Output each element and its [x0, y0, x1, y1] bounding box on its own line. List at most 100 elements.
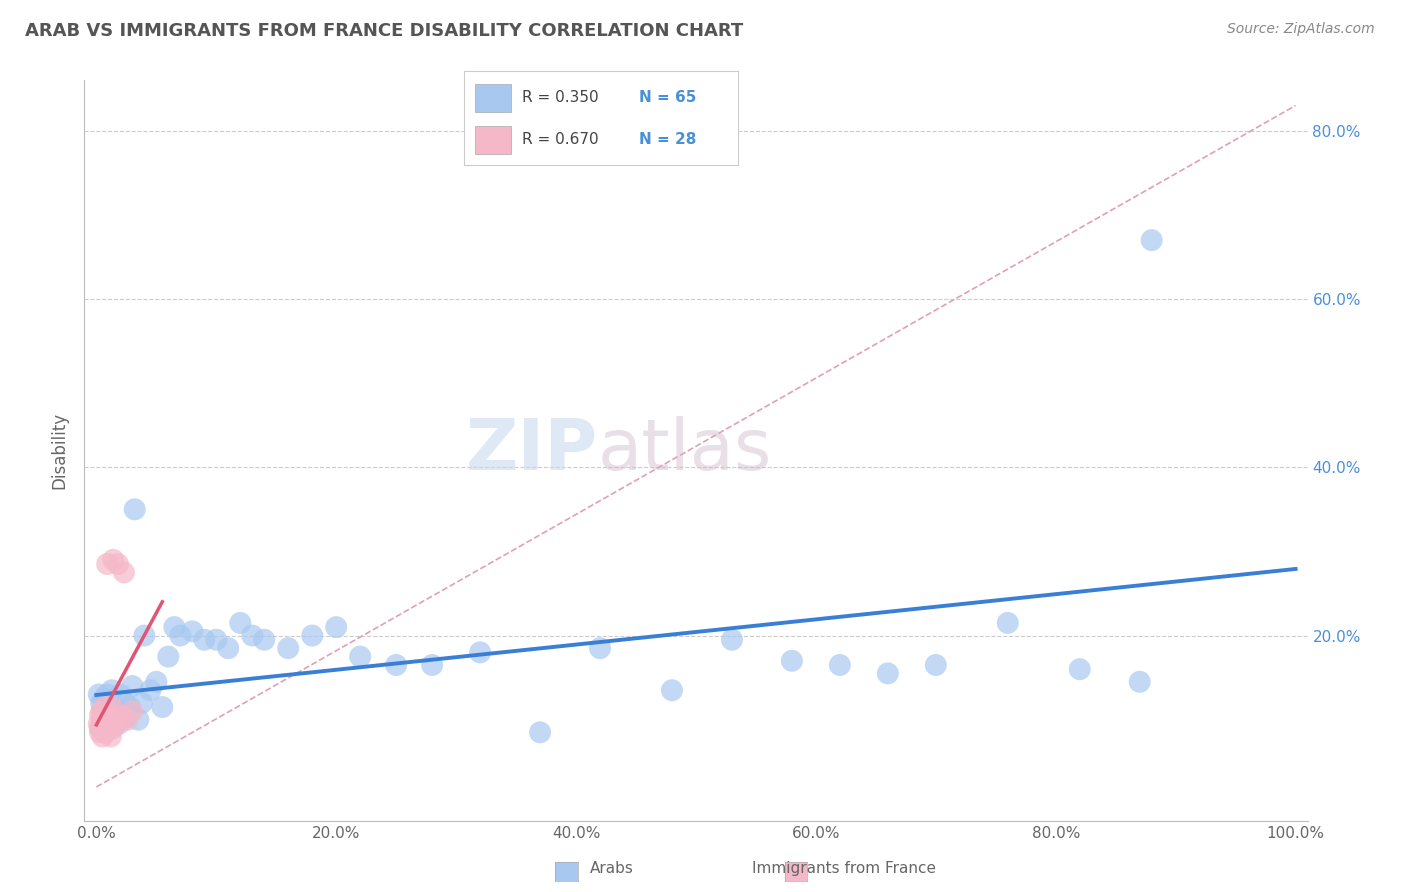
- Point: [1069, 662, 1091, 676]
- Point: [1140, 233, 1163, 247]
- Point: [107, 557, 129, 571]
- Point: [169, 628, 191, 642]
- Point: [193, 632, 215, 647]
- Point: [150, 700, 173, 714]
- Point: [529, 725, 551, 739]
- Point: [105, 717, 128, 731]
- Point: [117, 708, 139, 723]
- Point: [385, 658, 408, 673]
- Point: [105, 713, 128, 727]
- Point: [780, 654, 803, 668]
- Point: [94, 721, 117, 735]
- Point: [103, 717, 125, 731]
- Text: N = 28: N = 28: [640, 132, 697, 147]
- Point: [87, 688, 110, 702]
- Point: [93, 691, 115, 706]
- Point: [90, 696, 112, 710]
- Point: [91, 717, 114, 731]
- Point: [349, 649, 371, 664]
- Point: [100, 713, 122, 727]
- Point: [89, 725, 111, 739]
- Point: [325, 620, 347, 634]
- Point: [93, 700, 117, 714]
- Point: [112, 566, 135, 580]
- Point: [127, 713, 149, 727]
- Point: [828, 658, 851, 673]
- Point: [253, 632, 276, 647]
- Bar: [475, 126, 510, 153]
- Point: [104, 700, 127, 714]
- Y-axis label: Disability: Disability: [51, 412, 69, 489]
- Point: [661, 683, 683, 698]
- Point: [90, 704, 112, 718]
- Point: [91, 704, 114, 718]
- Text: N = 65: N = 65: [640, 90, 697, 105]
- Text: atlas: atlas: [598, 416, 772, 485]
- Point: [87, 717, 110, 731]
- Point: [110, 688, 132, 702]
- Point: [93, 725, 117, 739]
- Point: [89, 708, 111, 723]
- Text: Source: ZipAtlas.com: Source: ZipAtlas.com: [1227, 22, 1375, 37]
- Point: [89, 721, 111, 735]
- Point: [157, 649, 180, 664]
- Point: [114, 696, 136, 710]
- Point: [96, 557, 118, 571]
- Point: [229, 615, 252, 630]
- Point: [131, 696, 153, 710]
- Point: [205, 632, 228, 647]
- Point: [145, 674, 167, 689]
- Point: [101, 721, 124, 735]
- Point: [91, 730, 114, 744]
- Point: [111, 713, 134, 727]
- Point: [110, 708, 132, 723]
- Point: [90, 721, 112, 735]
- Point: [94, 725, 117, 739]
- Point: [107, 704, 129, 718]
- Point: [163, 620, 186, 634]
- Text: Arabs: Arabs: [589, 861, 634, 876]
- Point: [103, 708, 125, 723]
- Point: [217, 641, 239, 656]
- Point: [181, 624, 204, 639]
- Point: [96, 688, 118, 702]
- Text: ZIP: ZIP: [465, 416, 598, 485]
- Point: [589, 641, 612, 656]
- Point: [100, 730, 122, 744]
- Point: [93, 708, 115, 723]
- Point: [420, 658, 443, 673]
- Point: [876, 666, 898, 681]
- Point: [121, 704, 143, 718]
- Point: [118, 700, 141, 714]
- Text: Immigrants from France: Immigrants from France: [752, 861, 935, 876]
- Point: [277, 641, 299, 656]
- Point: [134, 628, 156, 642]
- Point: [97, 708, 120, 723]
- Point: [93, 725, 117, 739]
- Point: [97, 717, 120, 731]
- Point: [101, 700, 124, 714]
- Point: [301, 628, 323, 642]
- Point: [117, 713, 139, 727]
- Point: [91, 713, 114, 727]
- Text: ARAB VS IMMIGRANTS FROM FRANCE DISABILITY CORRELATION CHART: ARAB VS IMMIGRANTS FROM FRANCE DISABILIT…: [25, 22, 744, 40]
- Point: [98, 696, 121, 710]
- Point: [997, 615, 1019, 630]
- Point: [94, 713, 117, 727]
- Point: [101, 683, 124, 698]
- Point: [240, 628, 263, 642]
- Point: [925, 658, 948, 673]
- Point: [139, 683, 162, 698]
- Point: [93, 721, 115, 735]
- Point: [121, 679, 143, 693]
- Text: R = 0.350: R = 0.350: [522, 90, 598, 105]
- Point: [97, 704, 120, 718]
- Point: [108, 717, 131, 731]
- Point: [93, 717, 115, 731]
- Point: [468, 645, 491, 659]
- Point: [101, 553, 124, 567]
- Point: [124, 502, 146, 516]
- Point: [93, 708, 117, 723]
- Point: [96, 721, 118, 735]
- Point: [721, 632, 744, 647]
